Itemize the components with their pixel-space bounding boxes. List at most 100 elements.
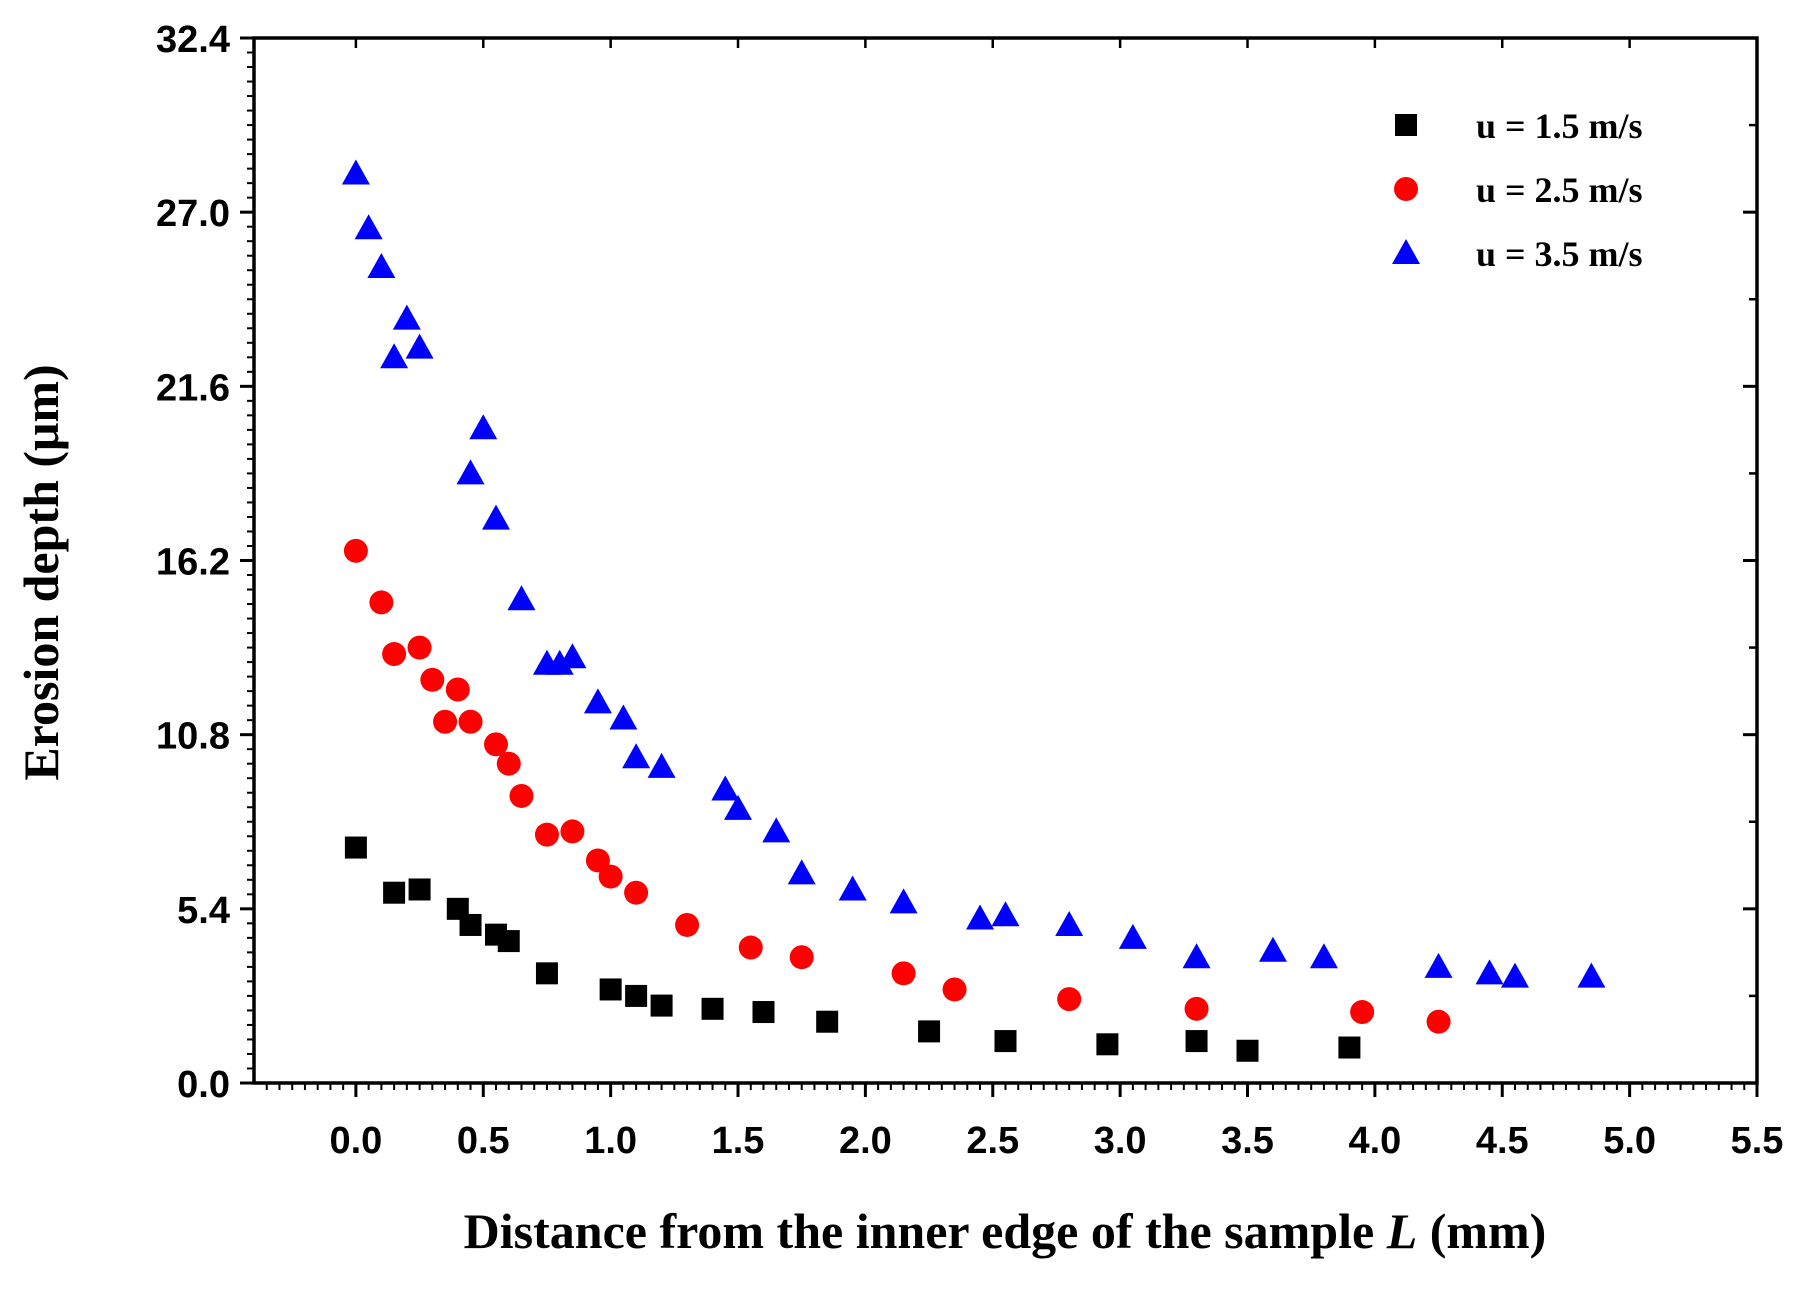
y-tick-label: 27.0 xyxy=(156,193,230,235)
y-tick-label: 32.4 xyxy=(156,19,230,61)
data-point-circle xyxy=(1426,1009,1451,1034)
data-point-triangle xyxy=(889,888,918,914)
data-point-square xyxy=(599,978,622,1001)
data-point-circle xyxy=(942,977,967,1002)
data-point-square xyxy=(1096,1033,1119,1056)
x-tick-label: 2.5 xyxy=(966,1120,1019,1162)
data-point-triangle xyxy=(647,752,676,778)
x-tick-label: 1.0 xyxy=(584,1120,637,1162)
y-tick-label: 10.8 xyxy=(156,716,230,758)
x-tick-label: 0.0 xyxy=(329,1120,382,1162)
data-point-triangle xyxy=(762,817,791,843)
data-point-triangle xyxy=(1055,910,1084,936)
data-point-triangle xyxy=(1424,952,1453,978)
x-tick-label: 2.0 xyxy=(839,1120,892,1162)
data-point-triangle xyxy=(711,775,740,801)
data-point-triangle xyxy=(724,794,753,820)
y-tick-label: 21.6 xyxy=(156,367,230,409)
data-point-triangle xyxy=(545,649,574,675)
data-point-triangle xyxy=(469,414,498,440)
legend-label: u = 2.5 m/s xyxy=(1476,170,1643,210)
legend-label: u = 3.5 m/s xyxy=(1476,234,1643,274)
data-point-circle xyxy=(509,783,534,808)
data-point-square xyxy=(459,913,482,936)
data-point-circle xyxy=(433,709,458,734)
x-axis-title-unit: (mm) xyxy=(1417,1203,1546,1259)
data-point-triangle xyxy=(1475,959,1504,985)
legend-item: u = 2.5 m/s xyxy=(1394,170,1643,210)
data-point-square xyxy=(408,878,431,901)
data-point-triangle xyxy=(1258,936,1287,962)
x-tick-label: 3.5 xyxy=(1221,1120,1274,1162)
data-point-square xyxy=(383,881,406,904)
data-point-square xyxy=(1236,1039,1259,1062)
data-point-square xyxy=(1338,1036,1361,1059)
legend-marker-square xyxy=(1395,114,1417,136)
data-point-square xyxy=(816,1010,839,1033)
legend-marker-circle xyxy=(1394,177,1418,201)
data-point-circle xyxy=(891,961,916,986)
data-point-circle xyxy=(343,538,368,563)
series-1 xyxy=(344,836,1361,1062)
data-point-triangle xyxy=(609,704,638,730)
data-point-circle xyxy=(496,751,521,776)
data-point-circle xyxy=(560,819,585,844)
data-point-triangle xyxy=(991,901,1020,927)
data-point-circle xyxy=(1350,1000,1375,1025)
y-axis-title: Erosion depth (μm) xyxy=(13,364,69,780)
data-point-triangle xyxy=(482,504,511,530)
data-point-square xyxy=(650,994,673,1017)
x-tick-label: 4.0 xyxy=(1348,1120,1401,1162)
data-point-square xyxy=(918,1020,941,1043)
data-point-circle xyxy=(420,667,445,692)
x-axis-title-main: Distance from the inner edge of the samp… xyxy=(464,1203,1387,1259)
data-point-triangle xyxy=(622,743,651,769)
data-point-circle xyxy=(484,732,509,757)
data-point-circle xyxy=(624,880,649,905)
data-point-triangle xyxy=(354,214,383,240)
data-point-square xyxy=(535,962,558,985)
x-tick-label: 5.5 xyxy=(1731,1120,1784,1162)
data-point-square xyxy=(752,1001,775,1024)
x-tick-label: 5.0 xyxy=(1603,1120,1656,1162)
x-tick-label: 1.5 xyxy=(712,1120,765,1162)
data-point-circle xyxy=(407,635,432,660)
data-point-triangle xyxy=(392,304,421,330)
series-2 xyxy=(343,538,1451,1034)
data-point-square xyxy=(994,1030,1017,1053)
data-point-triangle xyxy=(558,643,587,669)
data-point-square xyxy=(1185,1030,1208,1053)
data-point-triangle xyxy=(787,859,816,885)
y-tick-label: 16.2 xyxy=(156,542,230,584)
y-tick-label: 0.0 xyxy=(177,1064,230,1106)
data-point-triangle xyxy=(583,688,612,714)
data-point-square xyxy=(344,836,367,859)
legend-label: u = 1.5 m/s xyxy=(1476,106,1643,146)
data-point-circle xyxy=(789,945,814,970)
x-axis-title: Distance from the inner edge of the samp… xyxy=(464,1203,1547,1259)
data-point-circle xyxy=(458,709,483,734)
plot-area-frame xyxy=(252,36,1759,1085)
x-tick-label: 3.0 xyxy=(1094,1120,1147,1162)
data-point-circle xyxy=(738,935,763,960)
data-point-triangle xyxy=(507,585,536,611)
data-point-circle xyxy=(1057,987,1082,1012)
data-point-circle xyxy=(1184,996,1209,1021)
tick-labels: 0.0 0.5 1.0 1.5 2.0 2.5 3.0 3.5 4.0 4.5 5.0 5.5 0.0 5… xyxy=(156,19,1783,1162)
x-tick-label: 4.5 xyxy=(1476,1120,1529,1162)
data-point-triangle xyxy=(1309,943,1338,969)
series-3 xyxy=(341,159,1606,988)
legend-item: u = 1.5 m/s xyxy=(1395,106,1643,146)
data-point-triangle xyxy=(367,252,396,278)
data-point-circle xyxy=(585,848,610,873)
data-point-triangle xyxy=(1182,943,1211,969)
x-tick-label: 0.5 xyxy=(457,1120,510,1162)
data-point-triangle xyxy=(1118,923,1147,949)
data-point-circle xyxy=(382,642,407,667)
y-tick-label: 5.4 xyxy=(177,890,230,932)
data-point-square xyxy=(625,984,648,1007)
legend-item: u = 3.5 m/s xyxy=(1392,234,1643,274)
data-point-circle xyxy=(534,822,559,847)
data-point-triangle xyxy=(380,343,409,369)
